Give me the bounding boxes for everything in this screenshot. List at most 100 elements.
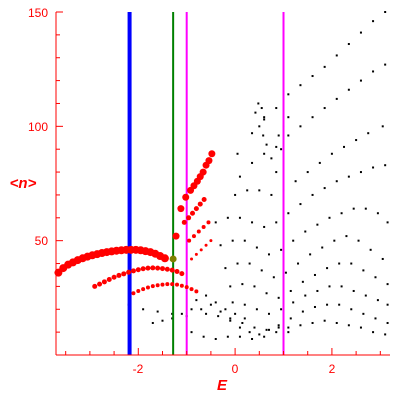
data-point xyxy=(359,79,362,82)
data-point xyxy=(156,310,159,313)
data-point xyxy=(255,308,258,311)
data-point xyxy=(196,229,201,234)
data-point xyxy=(335,180,338,183)
data-point xyxy=(201,197,207,203)
data-point xyxy=(318,161,321,164)
data-point xyxy=(106,277,112,283)
data-point xyxy=(243,239,246,242)
data-point xyxy=(316,223,319,226)
data-point xyxy=(267,328,270,331)
data-point xyxy=(384,164,387,167)
data-point xyxy=(238,326,241,329)
data-point xyxy=(374,276,377,279)
data-point xyxy=(263,152,266,155)
data-point xyxy=(195,299,198,302)
data-point xyxy=(275,145,278,148)
data-point xyxy=(345,235,348,238)
data-point xyxy=(362,312,365,315)
data-point xyxy=(164,266,170,272)
data-point xyxy=(177,205,185,213)
data-point xyxy=(234,312,237,315)
data-point xyxy=(299,84,302,87)
data-point xyxy=(179,271,185,277)
data-point xyxy=(131,291,136,296)
data-point xyxy=(372,70,375,73)
data-point xyxy=(347,324,350,327)
data-point xyxy=(208,150,216,158)
data-point xyxy=(287,212,290,215)
data-point xyxy=(190,308,193,311)
data-point xyxy=(355,139,358,142)
data-point xyxy=(214,301,217,304)
data-point xyxy=(190,331,193,334)
data-point xyxy=(359,326,362,329)
data-point xyxy=(374,317,377,320)
data-point xyxy=(219,310,222,313)
data-point xyxy=(214,337,217,340)
data-point xyxy=(150,265,156,271)
data-point xyxy=(257,102,260,105)
data-point xyxy=(229,319,232,322)
data-point xyxy=(229,285,232,288)
data-point xyxy=(141,287,146,292)
plot-marks xyxy=(54,11,389,355)
data-point xyxy=(347,88,350,91)
data-point xyxy=(190,257,194,261)
data-point xyxy=(234,193,237,196)
data-point xyxy=(241,283,244,286)
data-point xyxy=(145,285,150,290)
data-point xyxy=(372,20,375,23)
data-point xyxy=(142,308,145,311)
data-point xyxy=(243,303,246,306)
data-point xyxy=(179,283,184,288)
ticks xyxy=(56,11,381,355)
x-tick-label: 0 xyxy=(232,362,239,376)
data-point xyxy=(299,324,302,327)
data-point xyxy=(140,266,146,272)
data-point xyxy=(224,267,227,270)
axes xyxy=(55,12,390,356)
data-point xyxy=(323,319,326,322)
data-point xyxy=(335,54,338,57)
data-point xyxy=(340,212,343,215)
data-point xyxy=(287,93,290,96)
data-point xyxy=(272,276,275,279)
data-point xyxy=(260,107,263,110)
data-point xyxy=(338,262,341,265)
data-point xyxy=(160,254,169,263)
y-tick-label: 150 xyxy=(28,6,48,20)
data-point xyxy=(299,203,302,206)
data-point xyxy=(258,125,261,128)
data-point xyxy=(229,317,232,320)
data-point xyxy=(159,266,165,272)
data-point xyxy=(251,337,254,340)
data-point xyxy=(255,246,258,249)
data-point xyxy=(97,281,103,287)
data-point xyxy=(180,312,183,315)
data-point xyxy=(205,294,208,297)
data-point xyxy=(236,262,239,265)
data-point xyxy=(224,308,227,311)
data-point xyxy=(323,187,326,190)
data-point xyxy=(386,221,389,224)
data-point xyxy=(263,116,266,119)
data-point xyxy=(253,285,256,288)
data-point xyxy=(201,224,206,229)
data-point xyxy=(172,232,180,240)
data-point xyxy=(251,161,254,164)
data-point xyxy=(289,317,292,320)
data-point xyxy=(253,326,256,329)
data-point xyxy=(258,333,261,336)
data-point xyxy=(236,152,239,155)
x-axis-label: E xyxy=(217,377,228,394)
data-point xyxy=(287,331,290,334)
data-point xyxy=(160,282,165,287)
data-point xyxy=(313,273,316,276)
data-point xyxy=(311,193,314,196)
data-point xyxy=(193,206,199,212)
data-point xyxy=(364,294,367,297)
data-point xyxy=(248,262,251,265)
data-point xyxy=(362,269,365,272)
data-point xyxy=(284,271,287,274)
data-point xyxy=(194,252,198,256)
